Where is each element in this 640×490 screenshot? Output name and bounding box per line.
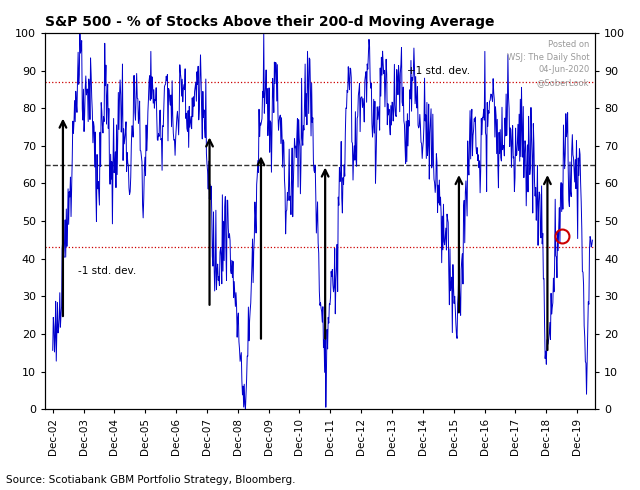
Text: -1 std. dev.: -1 std. dev. xyxy=(78,266,136,276)
Text: Source: Scotiabank GBM Portfolio Strategy, Bloomberg.: Source: Scotiabank GBM Portfolio Strateg… xyxy=(6,475,296,485)
Text: +1 std. dev.: +1 std. dev. xyxy=(408,66,470,76)
Text: Posted on
WSJ: The Daily Shot
04-Jun-2020
@SoberLook: Posted on WSJ: The Daily Shot 04-Jun-202… xyxy=(507,41,589,87)
Text: S&P 500 - % of Stocks Above their 200-d Moving Average: S&P 500 - % of Stocks Above their 200-d … xyxy=(45,15,495,29)
